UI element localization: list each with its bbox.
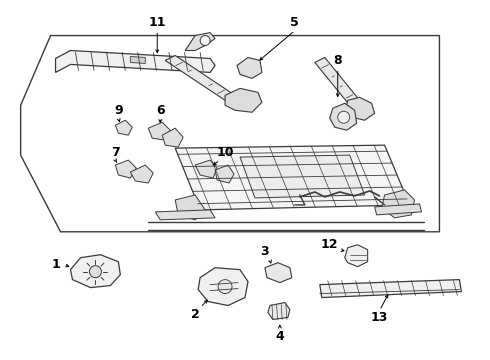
Text: 1: 1 bbox=[51, 258, 60, 271]
Polygon shape bbox=[155, 210, 215, 220]
Circle shape bbox=[218, 280, 232, 293]
Text: 7: 7 bbox=[111, 145, 120, 159]
Polygon shape bbox=[130, 57, 145, 63]
Polygon shape bbox=[198, 268, 248, 306]
Polygon shape bbox=[320, 280, 462, 298]
Polygon shape bbox=[330, 103, 357, 130]
Polygon shape bbox=[115, 120, 132, 135]
Polygon shape bbox=[375, 204, 421, 215]
Text: 13: 13 bbox=[371, 311, 388, 324]
Text: 4: 4 bbox=[275, 330, 284, 343]
Polygon shape bbox=[185, 32, 215, 50]
Text: 5: 5 bbox=[291, 16, 299, 29]
Polygon shape bbox=[315, 58, 360, 105]
Circle shape bbox=[200, 36, 210, 45]
Polygon shape bbox=[115, 160, 136, 178]
Text: 9: 9 bbox=[114, 104, 122, 117]
Text: 11: 11 bbox=[148, 16, 166, 29]
Text: 3: 3 bbox=[261, 245, 270, 258]
Polygon shape bbox=[195, 160, 217, 178]
Polygon shape bbox=[265, 263, 292, 283]
Polygon shape bbox=[71, 255, 121, 288]
Text: 10: 10 bbox=[216, 145, 234, 159]
Polygon shape bbox=[162, 128, 183, 147]
Polygon shape bbox=[175, 145, 410, 210]
Polygon shape bbox=[382, 190, 415, 218]
Polygon shape bbox=[268, 302, 290, 319]
Polygon shape bbox=[225, 88, 262, 112]
Text: 2: 2 bbox=[191, 308, 199, 321]
Text: 8: 8 bbox=[333, 54, 342, 67]
Polygon shape bbox=[130, 165, 153, 183]
Polygon shape bbox=[175, 195, 205, 220]
Polygon shape bbox=[55, 50, 215, 72]
Polygon shape bbox=[215, 165, 234, 183]
Polygon shape bbox=[345, 245, 368, 267]
Polygon shape bbox=[346, 97, 375, 120]
Circle shape bbox=[338, 111, 350, 123]
Polygon shape bbox=[165, 55, 235, 100]
Polygon shape bbox=[237, 58, 262, 78]
Polygon shape bbox=[240, 155, 365, 198]
Circle shape bbox=[90, 266, 101, 278]
Polygon shape bbox=[148, 122, 170, 140]
Text: 12: 12 bbox=[321, 238, 339, 251]
Text: 6: 6 bbox=[156, 104, 165, 117]
